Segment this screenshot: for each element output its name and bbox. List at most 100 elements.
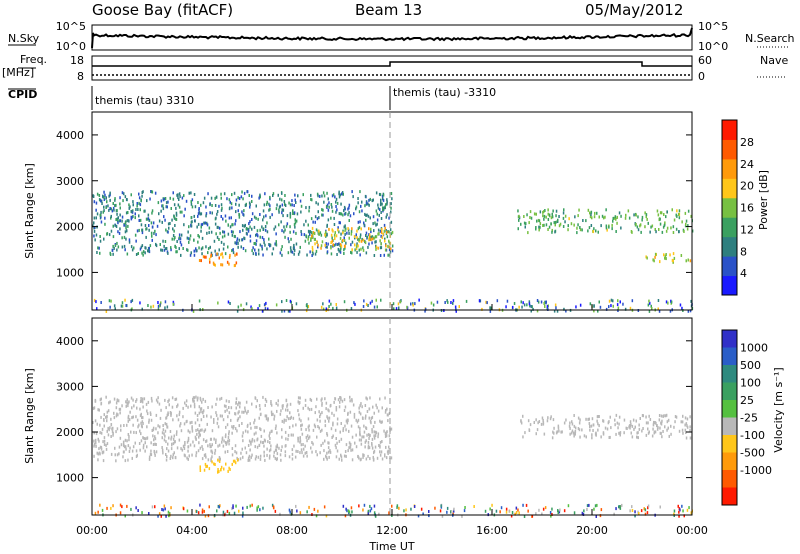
- heatmap-cell: [659, 260, 661, 264]
- x-tick-label: 16:00: [476, 524, 508, 537]
- heatmap-cell: [543, 432, 546, 436]
- heatmap-cell: [311, 254, 313, 257]
- heatmap-cell: [116, 453, 119, 457]
- heatmap-cell: [381, 440, 383, 443]
- heatmap-cell: [597, 309, 599, 313]
- heatmap-cell: [288, 508, 291, 512]
- heatmap-cell: [563, 509, 566, 513]
- heatmap-cell: [159, 416, 162, 420]
- heatmap-cell: [687, 209, 690, 213]
- heatmap-cell: [343, 398, 346, 402]
- heatmap-cell: [349, 214, 352, 218]
- heatmap-cell: [134, 212, 136, 216]
- heatmap-cell: [283, 200, 286, 203]
- heatmap-cell: [178, 236, 181, 240]
- heatmap-cell: [197, 212, 200, 216]
- heatmap-cell: [97, 452, 100, 456]
- heatmap-cell: [670, 432, 672, 436]
- heatmap-cell: [192, 399, 194, 403]
- heatmap-cell: [158, 402, 161, 406]
- heatmap-cell: [281, 419, 284, 423]
- heatmap-cell: [271, 503, 274, 507]
- heatmap-cell: [231, 453, 234, 457]
- heatmap-cell: [293, 444, 295, 448]
- heatmap-cell: [114, 446, 116, 450]
- heatmap-cell: [535, 227, 537, 231]
- heatmap-cell: [193, 253, 196, 257]
- heatmap-cell: [290, 512, 293, 516]
- heatmap-cell: [171, 405, 174, 409]
- heatmap-cell: [356, 236, 358, 240]
- heatmap-cell: [108, 401, 110, 405]
- heatmap-cell: [571, 420, 573, 424]
- heatmap-cell: [500, 506, 503, 510]
- heatmap-cell: [113, 246, 115, 250]
- heatmap-cell: [269, 195, 271, 199]
- station-title: Goose Bay (fitACF): [92, 1, 233, 19]
- heatmap-cell: [258, 304, 261, 308]
- heatmap-cell: [317, 245, 319, 249]
- heatmap-cell: [623, 418, 626, 422]
- heatmap-cell: [311, 245, 314, 249]
- heatmap-cell: [94, 511, 97, 515]
- heatmap-cell: [226, 197, 228, 201]
- heatmap-cell: [364, 241, 367, 245]
- heatmap-cell: [165, 201, 168, 205]
- heatmap-cell: [191, 425, 193, 429]
- heatmap-cell: [101, 508, 104, 512]
- heatmap-cell: [225, 399, 228, 403]
- heatmap-cell: [396, 504, 399, 508]
- heatmap-cell: [365, 251, 368, 255]
- heatmap-cell: [335, 242, 337, 246]
- heatmap-cell: [384, 396, 386, 400]
- heatmap-cell: [95, 441, 97, 445]
- heatmap-cell: [391, 244, 394, 248]
- heatmap-cell: [300, 427, 303, 431]
- heatmap-cell: [230, 230, 233, 234]
- heatmap-cell: [363, 223, 366, 227]
- heatmap-cell: [241, 410, 243, 414]
- heatmap-cell: [505, 510, 508, 514]
- heatmap-cell: [247, 458, 249, 462]
- heatmap-cell: [361, 405, 363, 409]
- heatmap-cell: [127, 401, 129, 405]
- heatmap-cell: [207, 444, 209, 448]
- heatmap-cell: [365, 414, 367, 418]
- heatmap-cell: [616, 421, 619, 425]
- heatmap-cell: [208, 231, 210, 235]
- heatmap-cell: [311, 236, 313, 240]
- heatmap-cell: [544, 209, 546, 212]
- heatmap-cell: [265, 202, 268, 206]
- heatmap-cell: [388, 245, 391, 249]
- heatmap-cell: [368, 203, 370, 207]
- heatmap-cell: [362, 305, 365, 308]
- heatmap-cell: [331, 194, 334, 198]
- heatmap-cell: [388, 216, 390, 220]
- heatmap-cell: [678, 216, 681, 220]
- colorbar-tick-label: 16: [740, 202, 754, 215]
- heatmap-cell: [602, 419, 605, 423]
- heatmap-cell: [529, 210, 532, 214]
- heatmap-cell: [359, 404, 361, 408]
- heatmap-cell: [365, 426, 367, 430]
- heatmap-cell: [592, 230, 595, 234]
- heatmap-cell: [595, 432, 597, 436]
- heatmap-cell: [506, 299, 509, 303]
- heatmap-cell: [672, 252, 675, 256]
- heatmap-cell: [223, 234, 226, 238]
- heatmap-cell: [217, 252, 219, 256]
- heatmap-cell: [531, 514, 534, 518]
- heatmap-cell: [234, 241, 236, 245]
- heatmap-cell: [220, 215, 222, 218]
- heatmap-cell: [340, 455, 343, 459]
- heatmap-cell: [119, 213, 121, 217]
- heatmap-cell: [242, 228, 244, 232]
- heatmap-cell: [100, 199, 102, 203]
- heatmap-cell: [279, 197, 281, 201]
- heatmap-cell: [263, 238, 265, 242]
- heatmap-cell: [114, 197, 116, 201]
- heatmap-cell: [638, 427, 641, 431]
- heatmap-cell: [364, 212, 366, 216]
- heatmap-cell: [189, 253, 192, 257]
- heatmap-cell: [630, 423, 632, 427]
